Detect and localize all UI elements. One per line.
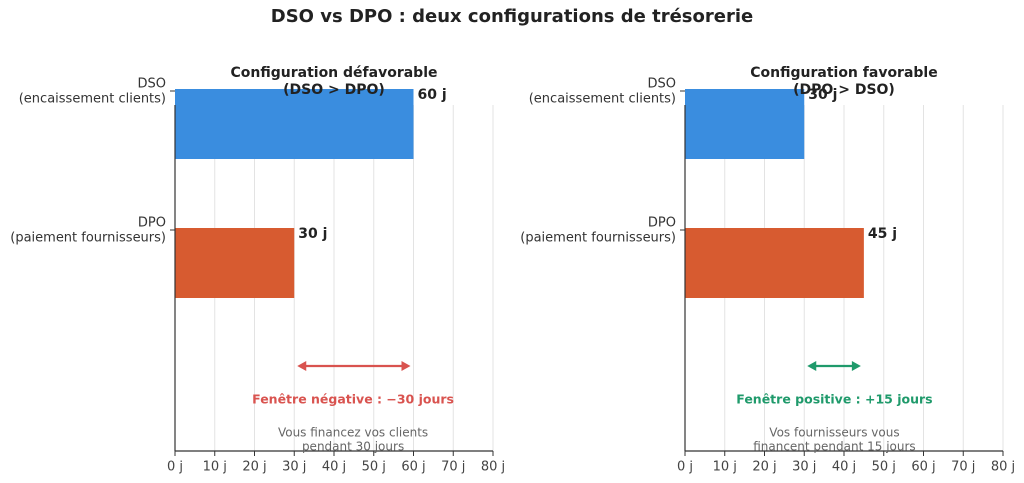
window-label: Fenêtre positive : +15 jours [736,392,932,407]
category-label: DPO [138,216,166,231]
x-tick-label: 20 j [752,460,776,475]
x-tick-label: 0 j [677,460,693,475]
x-tick-label: 70 j [951,460,975,475]
value-label: 30 j [808,87,837,103]
window-note: Vous financez vos clients [278,426,428,440]
bar-dso [685,89,805,159]
panel-title: (DSO > DPO) [283,82,385,98]
category-label: (paiement fournisseurs) [10,231,166,246]
category-label: DPO [648,216,676,231]
x-tick-label: 0 j [167,460,183,475]
arrow-head-right [401,361,411,371]
x-tick-label: 60 j [401,460,425,475]
category-label: DSO [138,77,167,92]
category-label: (encaissement clients) [529,92,676,107]
figure-title: DSO vs DPO : deux configurations de trés… [270,6,754,27]
x-tick-label: 80 j [481,460,505,475]
x-tick-label: 50 j [872,460,896,475]
window-note: pendant 30 jours [302,440,404,454]
x-tick-label: 30 j [282,460,306,475]
value-label: 45 j [868,226,897,242]
x-tick-label: 60 j [911,460,935,475]
window-note: financent pendant 15 jours [753,440,915,454]
window-note: Vos fournisseurs vous [769,426,899,440]
panel-title: Configuration favorable [750,65,937,81]
arrow-head-left [807,361,817,371]
x-tick-label: 40 j [832,460,856,475]
arrow-head-right [851,361,861,371]
arrow-head-left [297,361,307,371]
x-tick-label: 70 j [441,460,465,475]
panel-title: (DPO > DSO) [793,82,895,98]
category-label: DSO [648,77,677,92]
value-label: 30 j [298,226,327,242]
x-tick-label: 20 j [242,460,266,475]
x-tick-label: 10 j [713,460,737,475]
window-label: Fenêtre négative : −30 jours [252,392,454,407]
value-label: 60 j [418,87,447,103]
x-tick-label: 30 j [792,460,816,475]
category-label: (encaissement clients) [19,92,166,107]
x-tick-label: 50 j [362,460,386,475]
x-tick-label: 40 j [322,460,346,475]
bar-dpo [685,228,864,298]
bar-dso [175,89,414,159]
bar-dpo [175,228,295,298]
x-tick-label: 80 j [991,460,1015,475]
category-label: (paiement fournisseurs) [520,231,676,246]
panel-title: Configuration défavorable [231,65,438,81]
x-tick-label: 10 j [203,460,227,475]
